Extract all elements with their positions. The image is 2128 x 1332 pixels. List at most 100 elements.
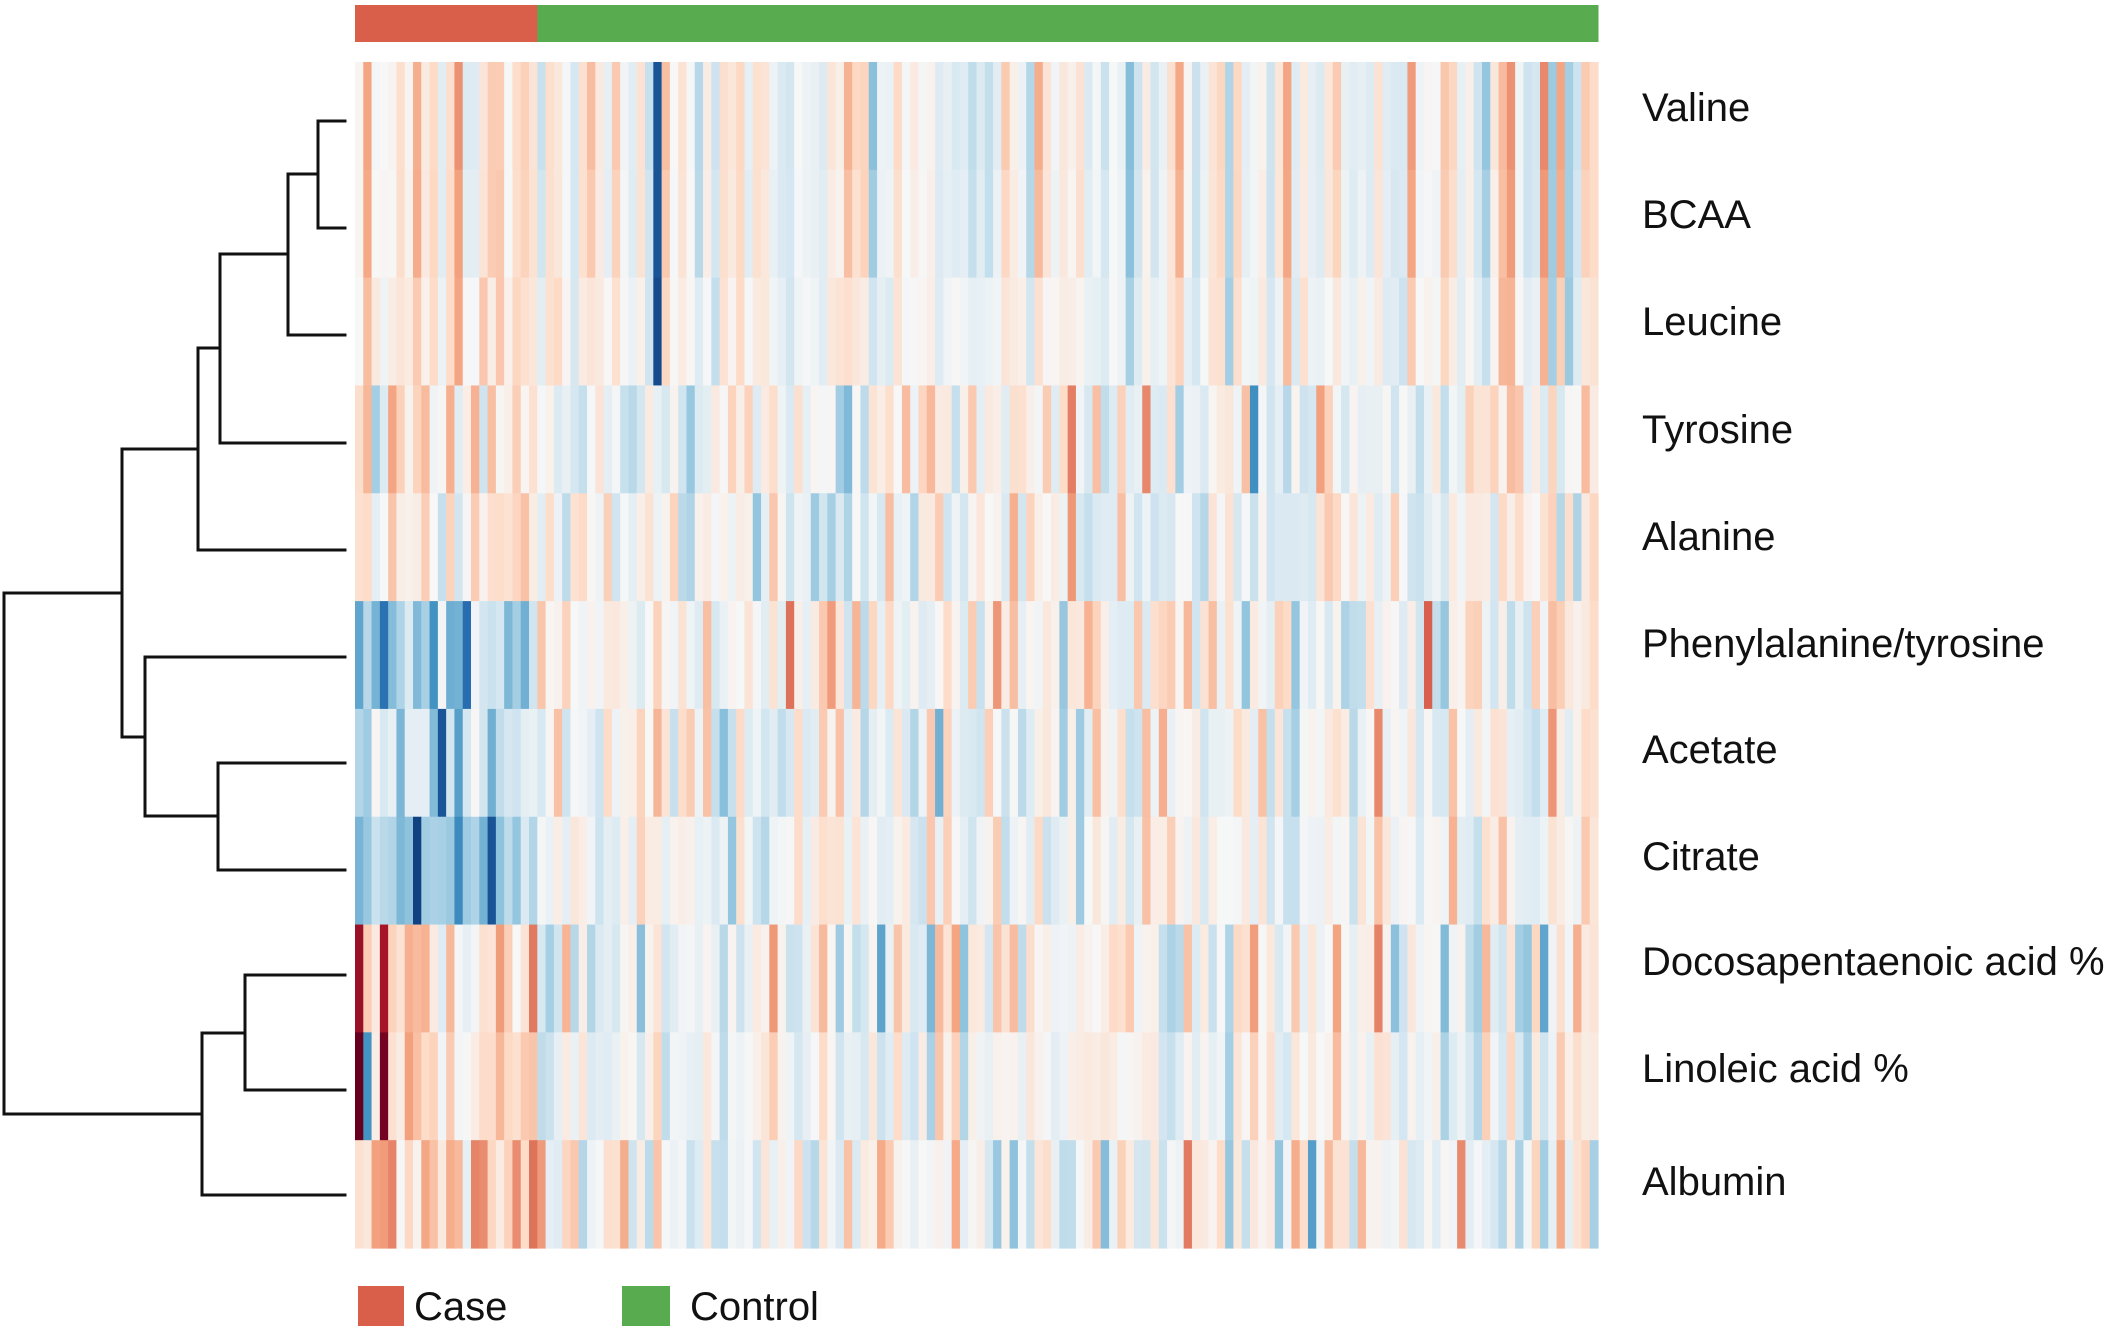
heatmap-cell <box>1100 385 1110 494</box>
heatmap-cell <box>1531 62 1541 171</box>
heatmap-cell <box>1034 493 1044 602</box>
heatmap-cell <box>1457 62 1467 171</box>
heatmap-cell <box>1581 1140 1591 1249</box>
heatmap-cell <box>1432 816 1442 926</box>
heatmap-cell <box>1150 1140 1160 1249</box>
heatmap-cell <box>785 385 795 494</box>
heatmap-cell <box>1573 62 1583 171</box>
heatmap-cell <box>868 493 878 602</box>
heatmap-cell <box>976 1140 986 1249</box>
heatmap-cell <box>1200 277 1210 387</box>
heatmap-cell <box>744 277 754 387</box>
heatmap-cell <box>852 62 862 171</box>
heatmap-cell <box>1241 1140 1251 1249</box>
heatmap-cell <box>504 169 514 279</box>
heatmap-cell <box>396 62 406 171</box>
heatmap-cell <box>504 385 514 494</box>
heatmap-cell <box>1506 601 1516 710</box>
heatmap-cell <box>901 816 911 926</box>
heatmap-cell <box>1457 385 1467 494</box>
heatmap-cell <box>1448 924 1458 1033</box>
heatmap-cell <box>810 1140 820 1249</box>
heatmap-cell <box>1357 924 1367 1033</box>
heatmap-cell <box>1225 1032 1234 1141</box>
heatmap-cell <box>993 601 1002 710</box>
heatmap-cell <box>545 1140 555 1249</box>
heatmap-cell <box>363 1140 373 1249</box>
heatmap-cell <box>1249 385 1259 494</box>
heatmap-cell <box>1241 816 1251 926</box>
heatmap-cell <box>1051 1032 1060 1141</box>
heatmap-cell <box>653 924 663 1033</box>
heatmap-cell <box>1249 277 1259 387</box>
heatmap-cell <box>504 708 514 818</box>
heatmap-cell <box>363 385 373 494</box>
heatmap-cell <box>1233 816 1243 926</box>
heatmap-cell <box>885 169 895 279</box>
heatmap-cell <box>993 924 1002 1033</box>
heatmap-cell <box>1324 708 1334 818</box>
heatmap-cell <box>661 924 671 1033</box>
heatmap-cell <box>1009 1032 1019 1141</box>
heatmap-cell <box>1191 493 1201 602</box>
heatmap-cell <box>479 924 489 1033</box>
heatmap-cell <box>363 601 373 710</box>
heatmap-cell <box>1133 708 1143 818</box>
heatmap-cell <box>429 816 439 926</box>
heatmap-cell <box>562 277 572 387</box>
heatmap-cell <box>703 385 712 494</box>
heatmap-cell <box>777 1140 787 1249</box>
heatmap-cell <box>1109 62 1118 171</box>
heatmap-cell <box>1291 816 1301 926</box>
heatmap-cell <box>1465 708 1475 818</box>
heatmap-cell <box>645 1032 654 1141</box>
heatmap-cell <box>595 277 605 387</box>
heatmap-cell <box>868 816 878 926</box>
heatmap-cell <box>711 1032 721 1141</box>
heatmap-cell <box>678 816 688 926</box>
heatmap-cell <box>553 277 563 387</box>
heatmap-cell <box>827 493 837 602</box>
heatmap-cell <box>1291 277 1301 387</box>
heatmap-cell <box>1374 816 1384 926</box>
heatmap-cell <box>984 493 994 602</box>
heatmap-cell <box>1133 62 1143 171</box>
heatmap-cell <box>396 708 406 818</box>
heatmap-cell <box>545 1032 555 1141</box>
heatmap-cell <box>1349 493 1359 602</box>
heatmap-cell <box>1167 62 1176 171</box>
heatmap-cell <box>471 816 480 926</box>
heatmap-cell <box>1365 62 1375 171</box>
heatmap-cell <box>1067 62 1077 171</box>
heatmap-cell <box>935 277 944 387</box>
heatmap-cell <box>752 62 762 171</box>
heatmap-cell <box>1167 924 1176 1033</box>
heatmap-cell <box>1473 708 1483 818</box>
heatmap-cell <box>910 924 920 1033</box>
row-label-docosapentaenoic-acid: Docosapentaenoic acid % <box>1642 940 2105 984</box>
heatmap-cell <box>661 493 671 602</box>
heatmap-cell <box>1133 816 1143 926</box>
heatmap-cell <box>553 924 563 1033</box>
heatmap-cell <box>1324 493 1334 602</box>
heatmap-cell <box>984 1140 994 1249</box>
heatmap-cell <box>578 601 588 710</box>
heatmap-cell <box>860 1140 870 1249</box>
heatmap-cell <box>628 1032 638 1141</box>
heatmap-cell <box>1200 708 1210 818</box>
heatmap-cell <box>1150 493 1160 602</box>
heatmap-cell <box>1548 1140 1558 1249</box>
heatmap-cell <box>661 708 671 818</box>
heatmap-cell <box>379 601 389 710</box>
heatmap-cell <box>1407 277 1417 387</box>
heatmap-cell <box>603 1140 613 1249</box>
heatmap-cell <box>1026 62 1036 171</box>
heatmap-cell <box>1117 385 1127 494</box>
heatmap-cell <box>371 493 381 602</box>
heatmap-cell <box>984 601 994 710</box>
heatmap-cell <box>1465 924 1475 1033</box>
row-label-tyrosine: Tyrosine <box>1642 408 1793 452</box>
heatmap-cell <box>1299 1140 1309 1249</box>
heatmap-cell <box>413 493 422 602</box>
heatmap-cell <box>371 816 381 926</box>
